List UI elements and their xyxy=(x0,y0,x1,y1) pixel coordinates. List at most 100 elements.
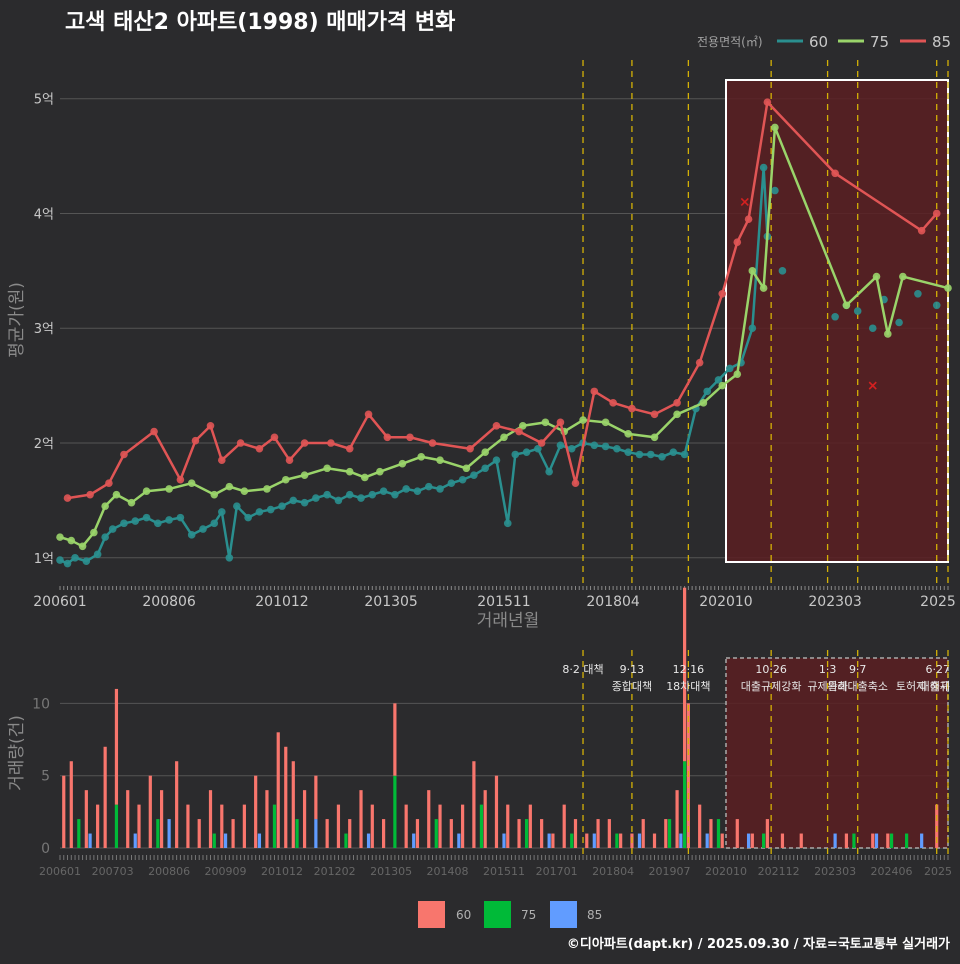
price-point-75 xyxy=(759,284,768,292)
policy-label: 특례대출축소 xyxy=(827,680,888,693)
volume-bar-75 xyxy=(905,833,909,848)
price-point-75 xyxy=(601,418,610,427)
volume-bar-60 xyxy=(799,833,803,848)
price-point-85 xyxy=(628,404,636,413)
price-point-85 xyxy=(515,427,523,436)
volume-y-axis-title: 거래량(건) xyxy=(7,715,27,791)
volume-bar-60 xyxy=(765,819,769,848)
price-point-85 xyxy=(718,290,727,298)
price-point-60 xyxy=(225,553,234,562)
price-point-60 xyxy=(266,505,275,514)
volume-bar-60 xyxy=(404,804,408,848)
price-point-85 xyxy=(695,358,704,367)
volume-bar-75 xyxy=(889,833,894,848)
price-point-60 xyxy=(556,441,565,450)
price-point-85 xyxy=(673,399,681,407)
price-point-60 xyxy=(312,494,320,502)
volume-x-tick-label: 202406 xyxy=(871,865,913,878)
price-point-85 xyxy=(206,421,215,430)
volume-x-tick-label: 201408 xyxy=(427,865,469,878)
price-point-85 xyxy=(831,169,839,178)
volume-legend: 60 75 85 xyxy=(418,901,602,928)
volume-bar-85 xyxy=(457,833,461,848)
price-point-60 xyxy=(56,556,64,564)
volume-bar-60 xyxy=(242,804,246,848)
price-point-85 xyxy=(571,479,580,487)
price-axis-labels: 1억 2억 3억 4억 5억 200601 200806 201012 201305 201511… xyxy=(33,93,956,610)
price-point-85 xyxy=(650,410,659,419)
volume-bar-60 xyxy=(483,790,487,848)
price-point-60 xyxy=(244,513,252,522)
price-point-85 xyxy=(537,439,546,447)
volume-bar-60 xyxy=(709,819,713,848)
price-point-75 xyxy=(771,123,779,132)
legend-label-75: 75 xyxy=(870,33,889,51)
price-point-60 xyxy=(624,448,632,456)
volume-bar-75 xyxy=(762,833,766,848)
price-point-75 xyxy=(300,471,309,479)
price-point-85 xyxy=(590,387,599,396)
volume-bar-60 xyxy=(438,804,442,848)
volume-bar-60 xyxy=(683,587,687,762)
price-point-85 xyxy=(466,444,474,453)
volume-bar-85 xyxy=(502,833,506,848)
price-point-60 xyxy=(93,550,102,559)
price-point-60 xyxy=(511,450,520,459)
volume-bar-85 xyxy=(547,833,551,848)
policy-label: 8·2 대책 xyxy=(562,663,603,676)
volume-x-tick-label: 200806 xyxy=(148,865,190,878)
price-point-60 xyxy=(567,444,576,453)
volume-bar-60 xyxy=(175,761,179,848)
price-point-60 xyxy=(345,490,354,499)
price-y-tick-label: 2억 xyxy=(34,437,54,452)
price-point-60 xyxy=(447,479,456,487)
price-point-85 xyxy=(609,399,617,407)
policy-label: 9·13 xyxy=(620,663,645,676)
volume-bar-75 xyxy=(683,761,687,848)
price-point-85 xyxy=(63,494,72,502)
price-point-60 xyxy=(895,318,903,327)
price-point-85 xyxy=(327,439,335,447)
volume-bar-60 xyxy=(276,732,280,848)
volume-bar-85 xyxy=(679,833,683,848)
price-point-85 xyxy=(428,439,437,447)
price-point-75 xyxy=(187,479,196,487)
price-point-75 xyxy=(944,284,952,292)
price-x-tick-label: 2025 xyxy=(920,594,956,610)
volume-x-tick-label: 2025 xyxy=(924,865,952,878)
volume-bar-60 xyxy=(137,804,141,848)
price-point-60 xyxy=(391,490,399,499)
volume-bar-60 xyxy=(494,775,499,848)
volume-x-tick-label: 201202 xyxy=(314,865,356,878)
volume-bar-60 xyxy=(607,819,611,848)
price-x-tick-label: 200601 xyxy=(33,594,86,610)
volume-bar-75 xyxy=(77,819,81,848)
policy-label: 10·26 xyxy=(755,663,787,676)
volume-bar-60 xyxy=(472,761,476,848)
volume-bar-60 xyxy=(381,819,386,848)
legend-label-85: 85 xyxy=(932,33,951,51)
volume-bar-60 xyxy=(886,833,890,848)
price-point-60 xyxy=(635,450,644,459)
price-y-tick-label: 5억 xyxy=(34,93,54,108)
price-point-85 xyxy=(345,444,354,453)
price-point-60 xyxy=(402,485,410,493)
price-point-85 xyxy=(255,444,264,453)
policy-label: 1·3 xyxy=(819,663,837,676)
price-point-60 xyxy=(289,496,298,505)
price-point-85 xyxy=(300,439,309,447)
volume-policy-lines: 8·2 대책 9·13 종합대책 12·16 18차대책 10·26 대출규제강화 1·3 규제… xyxy=(562,650,950,858)
volume-y-tick-label: 5 xyxy=(41,769,50,785)
policy-label: 9·7 xyxy=(849,663,867,676)
price-point-60 xyxy=(534,444,542,453)
price-point-85 xyxy=(236,439,245,447)
policy-label: 6·27 xyxy=(926,663,951,676)
price-point-60 xyxy=(725,364,734,373)
volume-bar-60 xyxy=(186,804,190,848)
price-point-60 xyxy=(368,490,377,499)
price-point-75 xyxy=(462,464,471,473)
volume-bar-60 xyxy=(652,833,657,848)
price-point-60 xyxy=(680,450,689,459)
price-point-85 xyxy=(383,433,392,442)
